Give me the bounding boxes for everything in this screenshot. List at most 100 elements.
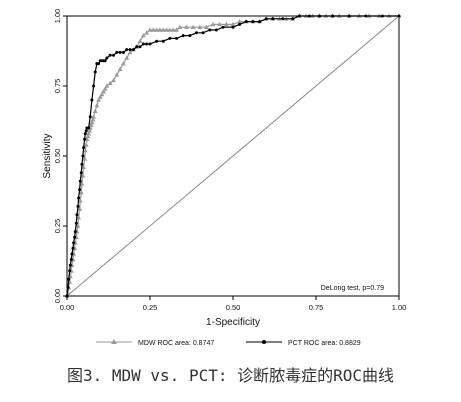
series-0-point (77, 198, 83, 203)
series-1-point (121, 50, 125, 54)
legend-pct-marker (262, 340, 266, 344)
series-1-point (88, 115, 92, 119)
series-1-point (68, 269, 72, 273)
series-1-point (397, 14, 401, 18)
series-1-point (168, 36, 172, 40)
series-1-point (331, 14, 335, 18)
series-1-point (90, 98, 94, 102)
series-1-point (281, 17, 285, 21)
series-1-point (141, 42, 145, 46)
series-1-point (271, 17, 275, 21)
series-1-point (194, 31, 198, 35)
series-1-point (74, 221, 78, 225)
series-0-point (94, 103, 100, 108)
series-1-point (347, 14, 351, 18)
x-tick-label: 1.00 (392, 303, 407, 312)
series-0-point (170, 27, 176, 32)
series-0-point (82, 147, 88, 153)
x-tick-label: 0.00 (60, 303, 75, 312)
series-0-point (75, 223, 81, 228)
series-0-point (99, 91, 105, 97)
series-1-point (155, 39, 159, 43)
series-0-point (210, 21, 216, 27)
series-0-point (80, 173, 86, 178)
y-tick-label: 0.25 (53, 219, 62, 234)
series-0-point (140, 33, 146, 38)
series-1-point (221, 25, 225, 29)
series-1-point (79, 171, 83, 175)
series-1-point (78, 188, 82, 192)
y-axis-title: Sensitivity (42, 133, 53, 178)
series-0-point (107, 80, 113, 85)
series-1-point (84, 129, 88, 133)
series-0-point (89, 119, 95, 125)
series-1-point (161, 39, 165, 43)
x-tick-label: 0.75 (309, 303, 324, 312)
series-1-point (148, 42, 152, 46)
series-0-point (81, 164, 86, 169)
series-0-point (147, 27, 153, 32)
series-1-point (73, 235, 77, 239)
legend-mdw-label: MDW ROC area: 0.8747 (138, 340, 214, 347)
series-1-point (87, 126, 91, 130)
delong-annotation: DeLong test, p=0.79 (321, 285, 384, 292)
series-1-point (251, 20, 255, 24)
series-1-point (238, 22, 242, 26)
series-1-point (105, 56, 109, 60)
x-axis-title: 1-Specificity (206, 317, 260, 328)
series-1-point (291, 17, 295, 21)
series-1-point (111, 53, 115, 57)
series-0-point (177, 24, 183, 29)
y-tick-label: 0.50 (53, 149, 62, 164)
legend: MDW ROC area: 0.8747 PCT ROC area: 0.882… (96, 339, 361, 347)
series-1-point (131, 48, 135, 52)
series-1-point (77, 196, 81, 200)
series-0-point (96, 97, 101, 102)
series-1-point (92, 84, 96, 88)
x-tick-label: 0.25 (143, 303, 158, 312)
series-1-point (69, 258, 73, 262)
series-1-point (175, 36, 179, 40)
series-1-point (72, 241, 76, 245)
series-1-point (118, 50, 122, 54)
series-0-point (150, 27, 156, 32)
series-0-point (223, 21, 229, 27)
series-0-point (83, 142, 89, 147)
series-1-point (70, 252, 74, 256)
series-0-point (101, 89, 106, 94)
series-1-point (128, 48, 132, 52)
series-0-point (78, 189, 84, 195)
series-0-point (137, 38, 143, 43)
series-1-point (78, 179, 82, 183)
series-0-point (174, 27, 179, 32)
y-tick-label: 1.00 (53, 9, 62, 24)
series-0-point (104, 83, 110, 88)
series-0-point (160, 27, 166, 32)
series-1-point (73, 230, 77, 234)
series-1-point (82, 146, 86, 150)
series-1-point (181, 34, 185, 38)
series-0-point (92, 108, 98, 113)
series-0-point (167, 27, 173, 32)
series-0-point (117, 66, 123, 71)
series-1-point (93, 70, 97, 74)
series-1-point (317, 14, 321, 18)
series-1-point (258, 20, 262, 24)
series-1-point (66, 286, 70, 290)
series-1-point (75, 213, 79, 217)
series-1-point (108, 53, 112, 57)
series-1-point (307, 14, 311, 18)
series-1-point (83, 132, 87, 136)
series-0-point (111, 77, 116, 83)
series-1-point (201, 31, 205, 35)
series-0-point (217, 21, 223, 27)
series-1-point (76, 204, 80, 208)
x-tick-label: 0.50 (226, 303, 241, 312)
y-axis: 0.00 0.25 0.50 0.75 1.00 (53, 9, 67, 303)
series-0-point (91, 114, 96, 119)
series-0-point (124, 55, 130, 60)
series-1-point (83, 137, 87, 141)
series-0-point (230, 21, 236, 27)
series-0-point (204, 24, 209, 29)
